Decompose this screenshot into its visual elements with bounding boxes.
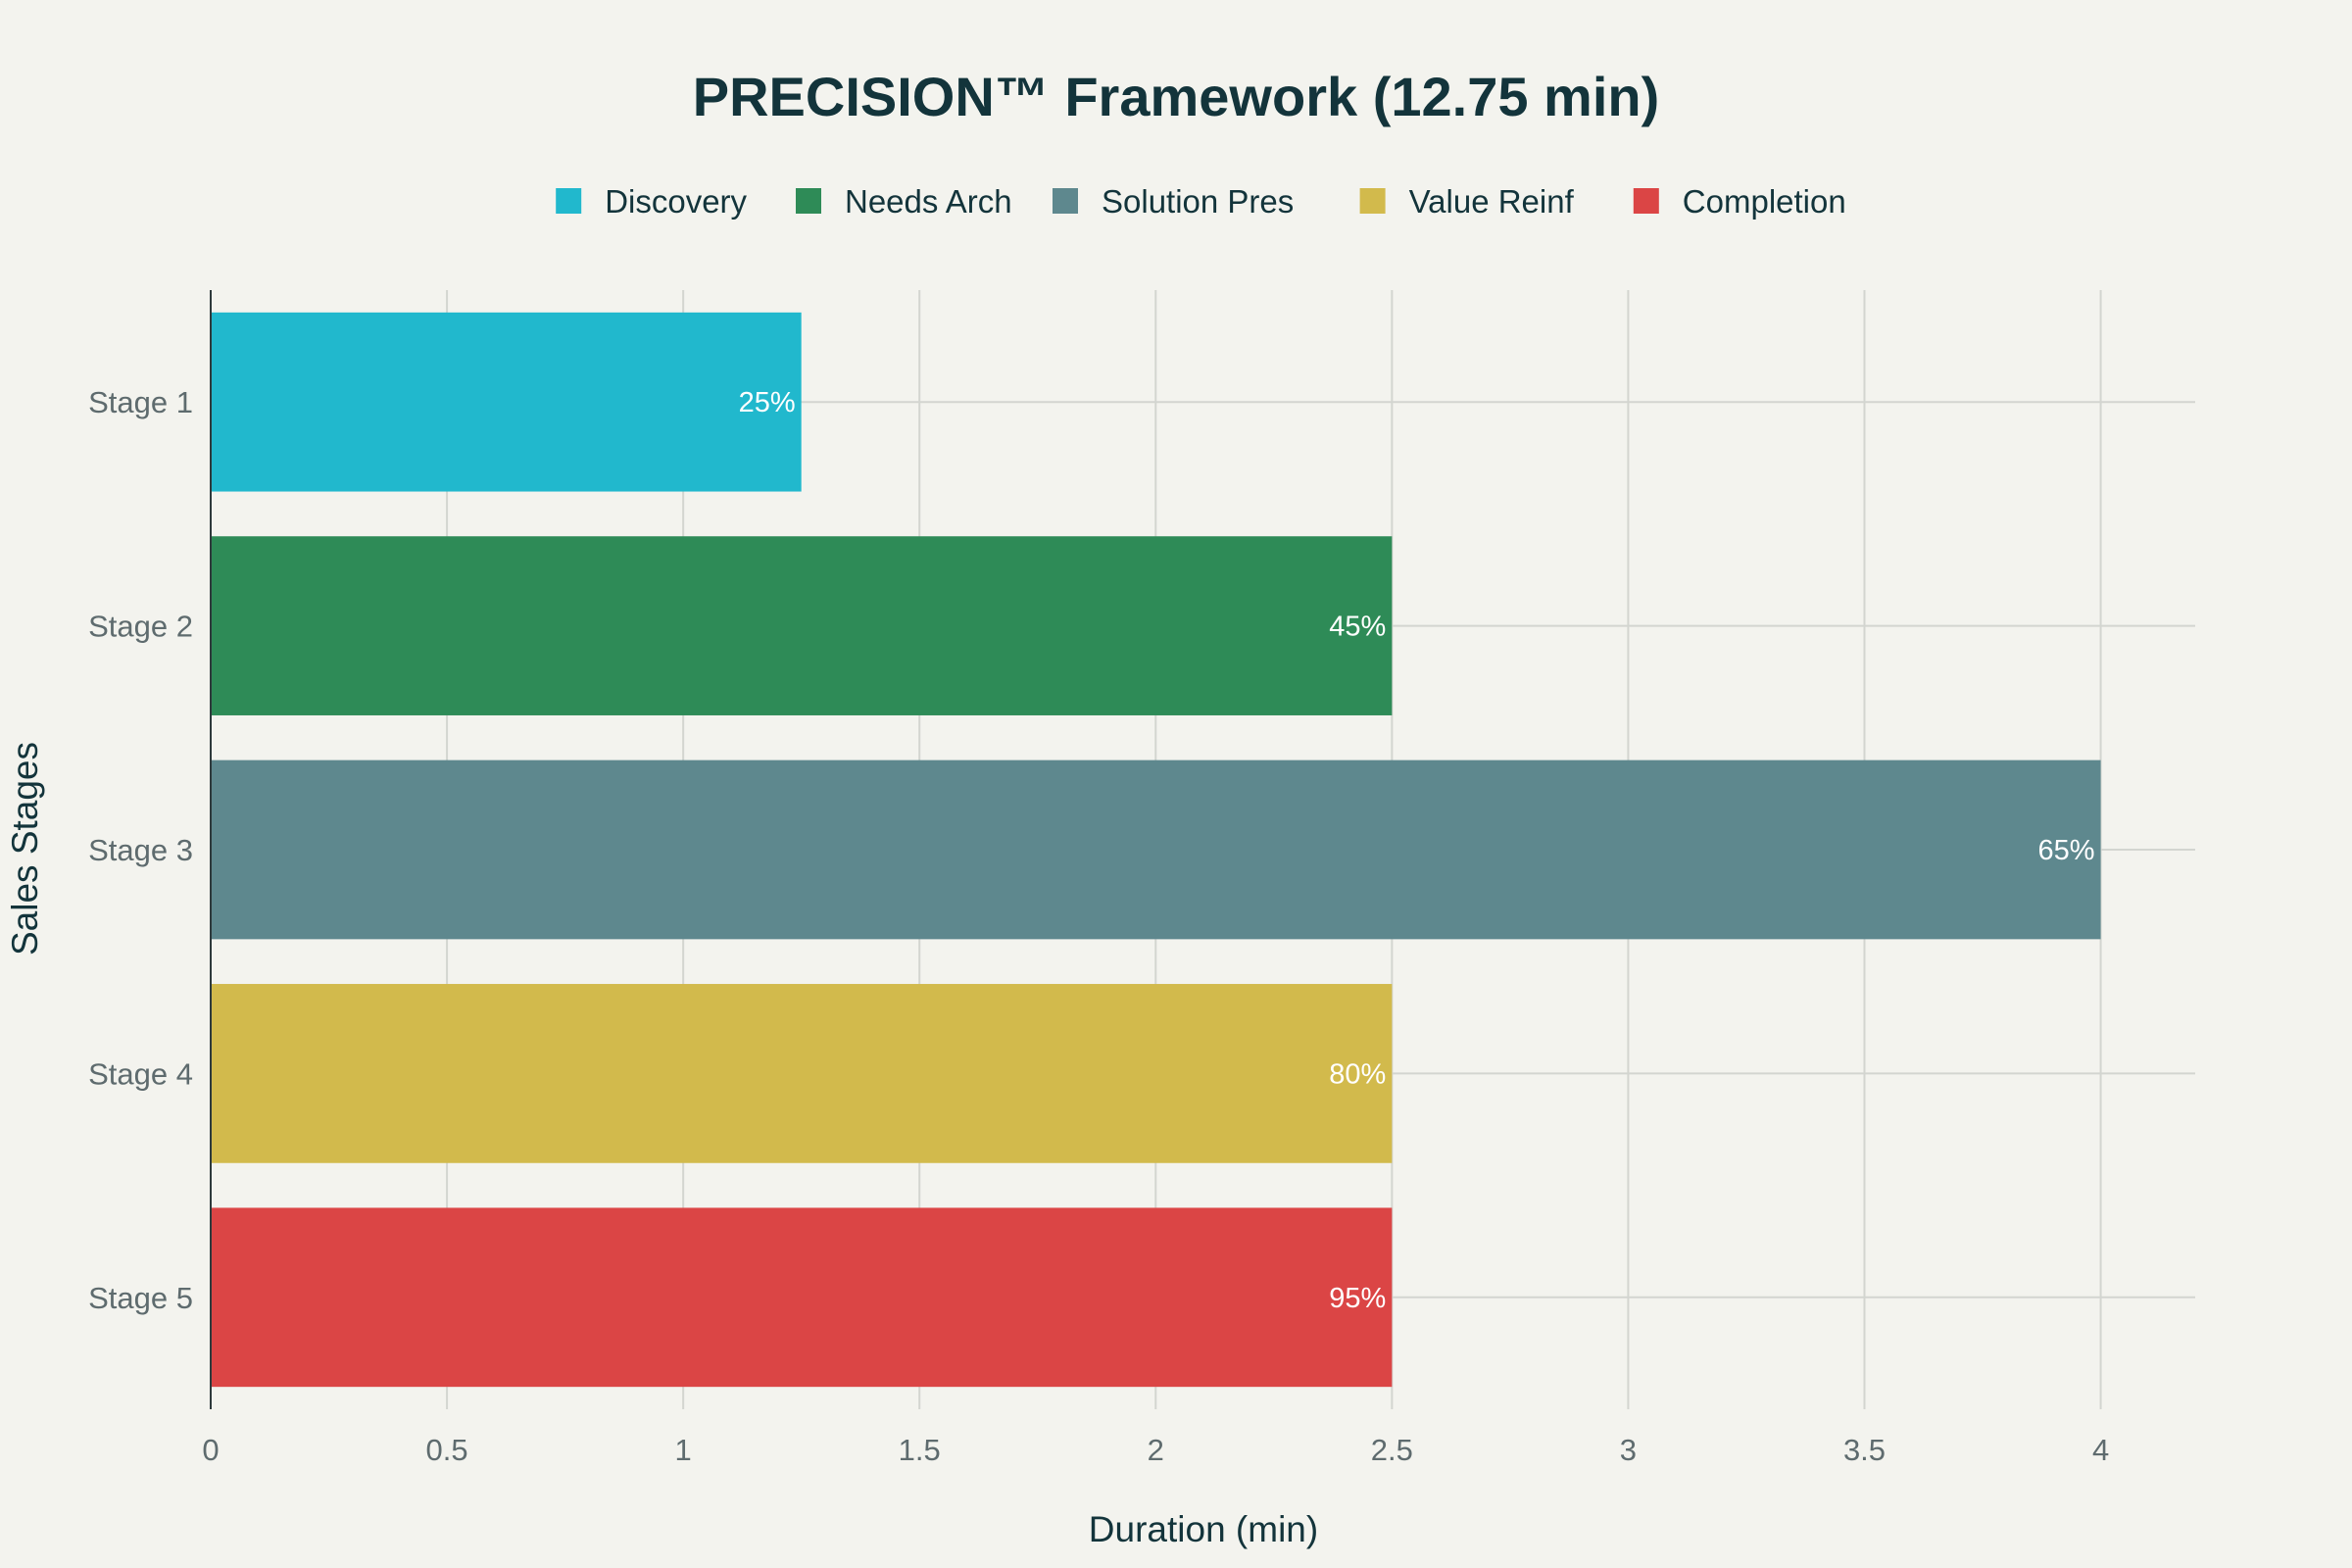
y-tick-label-1: Stage 1	[88, 385, 193, 419]
legend-swatch-3	[1053, 188, 1078, 214]
x-tick-label-9: 4	[2092, 1433, 2109, 1467]
bars: 25% 45% 65% 80% 95%	[211, 312, 2101, 1388]
bar-label-2: 45%	[1329, 612, 1386, 643]
x-tick-label-7: 3	[1620, 1433, 1637, 1467]
y-tick-label-5: Stage 5	[88, 1281, 193, 1315]
legend-label-3: Solution Pres	[1102, 183, 1294, 220]
bar-stage-5	[211, 1207, 1393, 1388]
y-tick-label-2: Stage 2	[88, 610, 193, 644]
bar-label-3: 65%	[2038, 835, 2095, 866]
y-axis-title: Sales Stages	[5, 742, 45, 956]
legend-swatch-4	[1359, 188, 1386, 214]
x-tick-label-3: 1	[675, 1433, 692, 1467]
x-axis-title: Duration (min)	[1089, 1509, 1318, 1549]
x-tick-label-8: 3.5	[1843, 1433, 1886, 1467]
x-tick-label-5: 2	[1148, 1433, 1164, 1467]
legend-label-4: Value Reinf	[1409, 183, 1575, 220]
legend-swatch-2	[796, 188, 821, 214]
legend-label-2: Needs Arch	[845, 183, 1012, 220]
bar-label-4: 80%	[1329, 1058, 1386, 1090]
bar-label-1: 25%	[739, 387, 796, 418]
x-tick-label-2: 0.5	[426, 1433, 468, 1467]
x-tick-label-1: 0	[202, 1433, 219, 1467]
chart-title: PRECISION™ Framework (12.75 min)	[693, 66, 1660, 127]
bar-stage-3	[211, 760, 2101, 940]
y-tick-label-4: Stage 4	[88, 1056, 193, 1091]
bar-stage-4	[211, 984, 1393, 1163]
x-tick-label-4: 1.5	[899, 1433, 941, 1467]
bar-stage-1	[211, 312, 802, 492]
legend-swatch-1	[556, 188, 582, 214]
bar-stage-2	[211, 536, 1393, 715]
legend: Discovery Needs Arch Solution Pres Value Re…	[556, 183, 1846, 220]
bar-label-5: 95%	[1329, 1283, 1386, 1314]
axes: 0 0.5 1 1.5 2 2.5 3 3.5 4 Stage 1 Stage 2 Stage 3 St…	[88, 290, 2109, 1467]
legend-label-1: Discovery	[605, 183, 747, 220]
x-tick-label-6: 2.5	[1371, 1433, 1413, 1467]
y-tick-label-3: Stage 3	[88, 833, 193, 867]
legend-label-5: Completion	[1683, 183, 1846, 220]
legend-swatch-5	[1633, 188, 1659, 214]
